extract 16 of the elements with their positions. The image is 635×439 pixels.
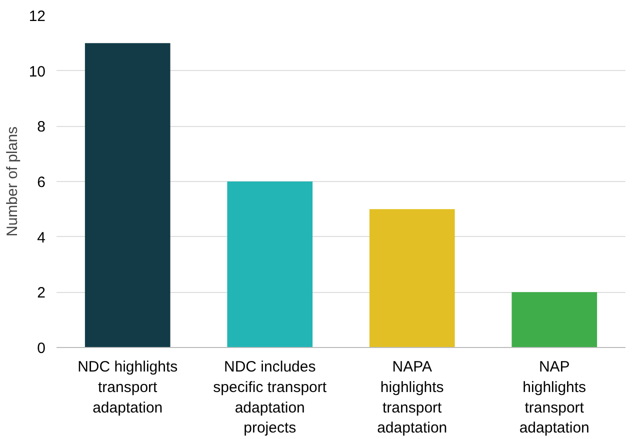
bar — [369, 209, 455, 348]
bar — [84, 43, 170, 348]
y-tick-label: 6 — [37, 174, 46, 191]
y-tick-label: 12 — [28, 8, 46, 25]
y-tick-label: 10 — [28, 63, 46, 80]
y-axis-title: Number of plans — [4, 126, 21, 237]
x-tick-label: NAPA highlights transport adaptation — [377, 358, 448, 437]
y-tick-label: 0 — [37, 340, 46, 357]
y-tick-label: 2 — [37, 284, 46, 302]
x-tick-label: NDC includes specific transport adaptation projects — [213, 358, 328, 437]
bar — [227, 182, 313, 348]
x-tick-label: NAP highlights transport adaptation — [519, 358, 590, 437]
bar — [512, 292, 598, 348]
x-tick-label: NDC highlights transport adaptation — [78, 358, 178, 416]
y-tick-label: 8 — [37, 118, 46, 136]
y-tick-label: 4 — [37, 229, 46, 246]
